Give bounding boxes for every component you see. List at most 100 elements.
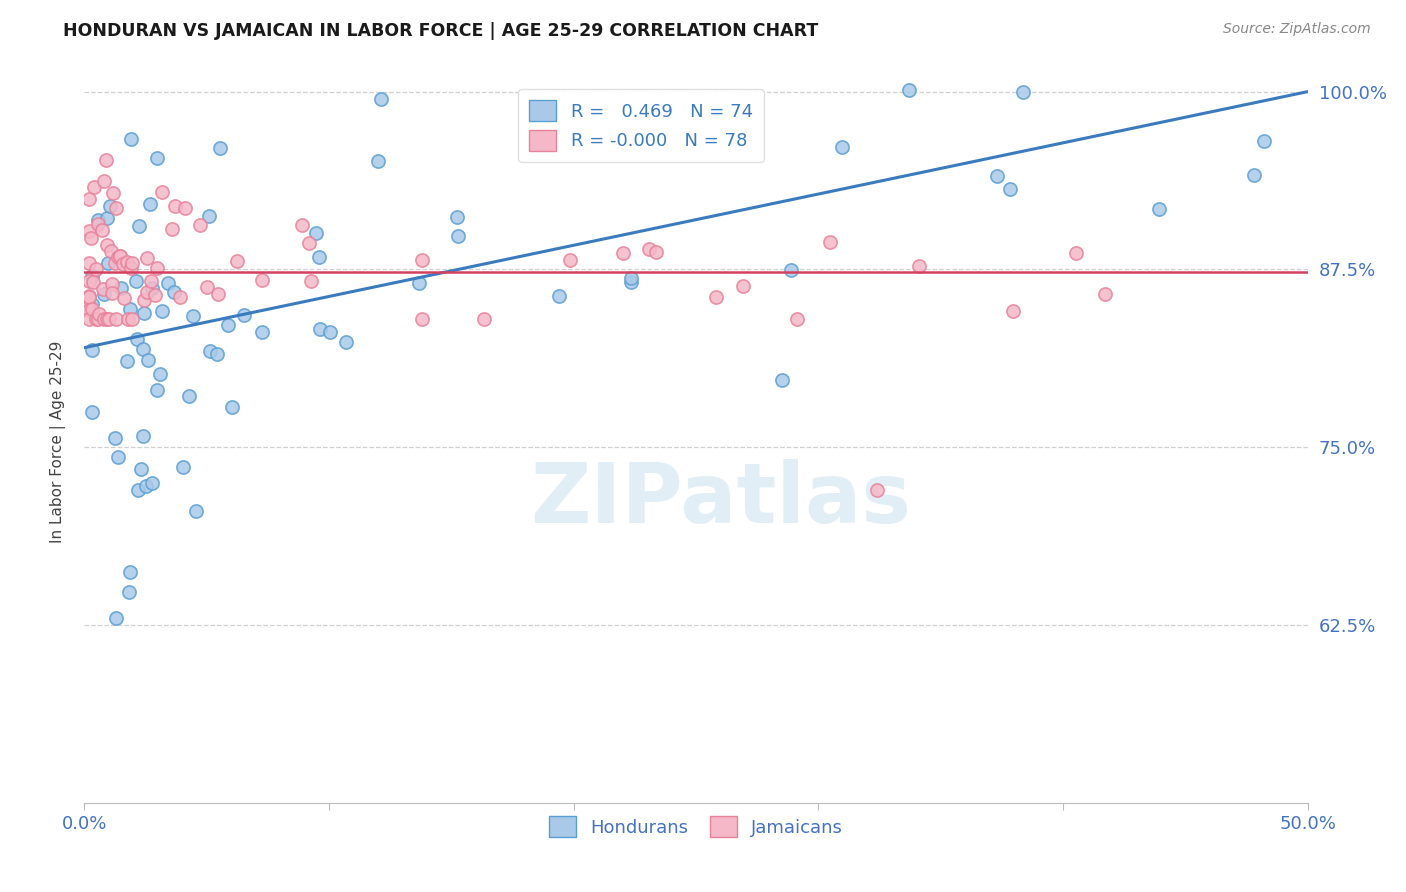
Point: [134, 306, 156, 320]
Point: [141, 475, 163, 490]
Point: [97, 256, 120, 270]
Point: [770, 372, 793, 386]
Point: [77, 289, 100, 303]
Point: [82, 297, 104, 311]
Point: [156, 276, 179, 290]
Point: [786, 312, 808, 326]
Point: [150, 185, 173, 199]
Point: [160, 221, 183, 235]
Point: [370, 92, 392, 106]
Point: [104, 256, 127, 270]
Point: [865, 483, 887, 497]
Point: [125, 274, 148, 288]
Point: [548, 288, 571, 302]
Point: [94, 153, 117, 167]
Point: [112, 291, 135, 305]
Point: [101, 277, 124, 291]
Point: [120, 260, 142, 275]
Point: [104, 312, 127, 326]
Point: [217, 318, 239, 333]
Point: [831, 140, 853, 154]
Point: [149, 367, 172, 381]
Point: [96, 211, 118, 226]
Point: [172, 459, 194, 474]
Point: [141, 274, 163, 288]
Point: [96, 312, 118, 326]
Point: [1001, 303, 1024, 318]
Text: ZIPatlas: ZIPatlas: [530, 458, 911, 540]
Point: [221, 401, 243, 415]
Point: [121, 312, 143, 326]
Point: [1064, 245, 1087, 260]
Point: [118, 301, 141, 316]
Point: [132, 342, 155, 356]
Point: [897, 83, 920, 97]
Point: [446, 211, 468, 225]
Point: [86, 262, 108, 277]
Point: [80, 301, 103, 316]
Point: [136, 353, 159, 368]
Point: [198, 344, 221, 359]
Point: [77, 299, 100, 313]
Point: [1243, 168, 1265, 182]
Point: [120, 132, 142, 146]
Point: [80, 269, 103, 284]
Point: [367, 154, 389, 169]
Point: [447, 229, 470, 244]
Point: [128, 219, 150, 234]
Point: [77, 290, 100, 304]
Point: [118, 566, 141, 580]
Point: [305, 227, 328, 241]
Point: [1263, 41, 1285, 55]
Point: [101, 285, 124, 300]
Point: [100, 244, 122, 258]
Point: [93, 174, 115, 188]
Point: [93, 287, 115, 301]
Point: [1253, 134, 1275, 148]
Point: [117, 312, 139, 326]
Point: [132, 293, 155, 308]
Point: [118, 585, 141, 599]
Point: [86, 312, 108, 326]
Point: [252, 325, 274, 339]
Point: [93, 312, 115, 326]
Point: [83, 179, 105, 194]
Point: [319, 325, 342, 339]
Point: [79, 192, 101, 206]
Point: [101, 186, 124, 201]
Point: [620, 275, 643, 289]
Point: [731, 279, 754, 293]
Point: [91, 223, 114, 237]
Point: [620, 270, 643, 285]
Y-axis label: In Labor Force | Age 25-29: In Labor Force | Age 25-29: [51, 341, 66, 542]
Point: [97, 312, 120, 326]
Point: [1094, 287, 1116, 301]
Point: [205, 347, 228, 361]
Point: [179, 389, 201, 403]
Point: [104, 611, 127, 625]
Point: [129, 461, 152, 475]
Point: [408, 276, 430, 290]
Point: [195, 280, 218, 294]
Point: [139, 197, 162, 211]
Point: [105, 201, 128, 215]
Point: [163, 199, 186, 213]
Point: [472, 311, 495, 326]
Point: [1000, 181, 1022, 195]
Point: [146, 383, 169, 397]
Point: [82, 275, 104, 289]
Point: [335, 334, 357, 349]
Point: [645, 245, 668, 260]
Point: [136, 285, 159, 300]
Point: [150, 304, 173, 318]
Point: [146, 151, 169, 165]
Point: [638, 242, 661, 256]
Point: [308, 322, 330, 336]
Point: [181, 309, 204, 323]
Point: [141, 281, 163, 295]
Point: [91, 282, 114, 296]
Point: [250, 273, 273, 287]
Point: [115, 354, 138, 368]
Point: [111, 257, 134, 271]
Point: [207, 287, 229, 301]
